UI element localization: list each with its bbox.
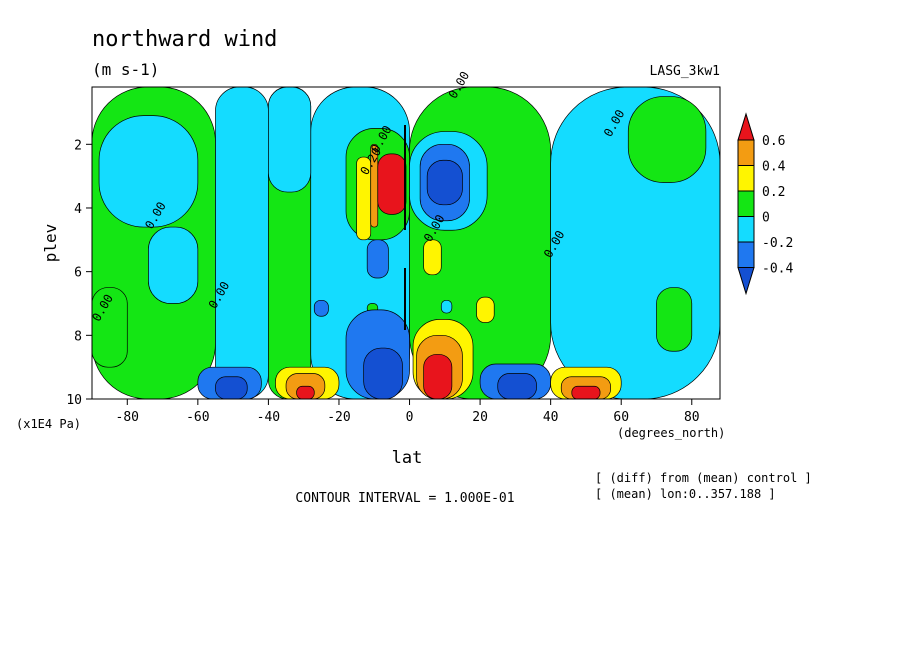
x-tick-label: -60 — [186, 410, 209, 425]
y-tick-label: 6 — [74, 266, 82, 281]
contour-region-blue — [366, 239, 389, 279]
contour-region-yellow — [423, 239, 442, 276]
note-diff-from-control: [ (diff) from (mean) control ] — [595, 471, 812, 485]
contour-region-green — [627, 96, 707, 183]
contour-region-cyan — [98, 115, 199, 228]
x-tick-label: 40 — [543, 410, 559, 425]
contour-region-blue — [313, 299, 329, 317]
x-tick-label: 0 — [406, 410, 414, 425]
contour-region-red — [296, 385, 315, 400]
contour-region-cyan — [215, 86, 269, 400]
y-axis-label: plev — [41, 224, 60, 263]
contour-region-darkblue — [426, 159, 463, 206]
color-legend: 0.6 0.4 0.2 0 -0.2 -0.4 — [737, 112, 793, 296]
legend-level-label: 0.2 — [762, 185, 785, 200]
x-tick-label: -40 — [257, 410, 280, 425]
legend-level-label: -0.2 — [762, 236, 793, 251]
y-tick-label: 4 — [74, 202, 82, 217]
y-tick-label: 10 — [66, 393, 82, 408]
y-tick-label: 2 — [74, 138, 82, 153]
legend-swatch-cyan — [737, 216, 755, 243]
x-tick-label: -20 — [327, 410, 350, 425]
legend-level-label: 0.6 — [762, 134, 785, 149]
contour-region-darkblue — [363, 347, 403, 400]
contour-region-cyan — [148, 226, 199, 304]
contour-region-darkblue — [215, 376, 248, 400]
dataset-label: LASG_3kw1 — [650, 64, 720, 79]
legend-swatch-red — [737, 112, 755, 141]
x-axis-units: (degrees_north) — [617, 426, 725, 440]
legend-swatch-darkblue — [737, 267, 755, 296]
legend-swatch-green — [737, 190, 755, 217]
legend-level-label: 0 — [762, 211, 770, 226]
x-tick-label: 60 — [613, 410, 629, 425]
y-tick-label: 8 — [74, 329, 82, 344]
legend-level-label: 0.4 — [762, 160, 786, 175]
x-axis-ticks: -80 -60 -40 -20 0 20 40 60 80 — [116, 399, 700, 425]
plot-frame — [91, 86, 721, 400]
y-axis-ticks: 2 4 6 8 10 — [66, 138, 92, 408]
contour-region-darkblue — [497, 373, 537, 400]
contour-interval-label: CONTOUR INTERVAL = 1.000E-01 — [295, 491, 514, 506]
plot-area — [91, 86, 721, 400]
contour-region-green — [656, 287, 693, 352]
contour-region-red — [377, 153, 407, 215]
legend-swatch-yellow — [737, 165, 755, 192]
x-axis-label: lat — [392, 448, 423, 468]
legend-swatch-blue — [737, 241, 755, 268]
contour-region-red — [423, 354, 453, 400]
x-tick-label: -80 — [116, 410, 139, 425]
y-axis-units: (x1E4 Pa) — [16, 417, 81, 431]
contour-region-cyan — [440, 299, 453, 314]
note-mean-lon: [ (mean) lon:0..357.188 ] — [595, 487, 776, 501]
contour-region-yellow — [476, 296, 495, 323]
contour-region-red — [571, 385, 601, 400]
x-tick-label: 20 — [472, 410, 488, 425]
legend-swatch-orange — [737, 139, 755, 166]
chart-units: (m s-1) — [92, 60, 159, 79]
legend-level-label: -0.4 — [762, 262, 793, 277]
chart-title: northward wind — [92, 27, 277, 52]
x-tick-label: 80 — [684, 410, 700, 425]
contour-region-cyan — [268, 86, 312, 193]
